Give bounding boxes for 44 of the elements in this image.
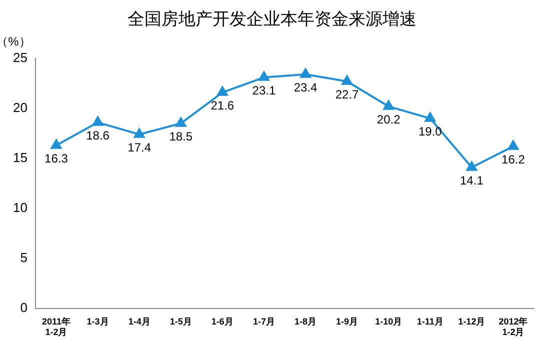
x-tick-label: 1-5月 (170, 316, 192, 326)
data-label: 23.1 (252, 84, 276, 98)
point (424, 112, 436, 122)
point (50, 139, 62, 149)
data-label: 14.1 (460, 174, 484, 188)
x-tick-label: 1-6月 (211, 316, 234, 326)
x-tick-label: 1-7月 (252, 316, 275, 326)
x-tick-label: 2011年 1-2月 (42, 316, 70, 338)
point (176, 117, 186, 127)
data-label: 18.6 (86, 128, 110, 143)
point (383, 100, 394, 110)
point (300, 68, 311, 78)
y-axis-title: （%） (0, 34, 31, 49)
chart-title: 全国房地产开发企业本年资金来源增速 (128, 10, 416, 30)
y-tick-label: 25 (12, 50, 28, 65)
point (258, 71, 270, 81)
x-tick-label: 1-8月 (294, 316, 317, 326)
y-tick-label: 15 (12, 150, 28, 165)
x-tick-label: 1-11月 (416, 316, 444, 326)
x-tick-label: 1-12月 (458, 316, 486, 326)
data-label: 19.0 (418, 124, 442, 139)
x-tick-label: 2012年 1-2月 (498, 316, 528, 338)
x-tick-label: 1-3月 (86, 316, 109, 326)
x-tick-label: 1-10月 (375, 316, 402, 326)
data-label: 20.2 (376, 112, 401, 127)
data-label: 22.7 (335, 88, 360, 102)
data-label: 16.3 (44, 152, 68, 166)
y-tick-label: 10 (12, 200, 28, 215)
y-tick-label: 20 (12, 100, 28, 115)
point (92, 116, 104, 126)
data-label: 16.2 (502, 152, 526, 167)
point (134, 128, 145, 138)
point (217, 86, 228, 96)
y-tick-label: 5 (20, 250, 28, 265)
point (342, 75, 352, 85)
point (508, 140, 519, 150)
data-label: 18.5 (169, 130, 193, 144)
y-tick-label: 0 (20, 300, 28, 315)
data-label: 17.4 (128, 140, 152, 155)
x-tick-label: 1-4月 (128, 316, 150, 326)
x-tick-label: 1-9月 (336, 316, 358, 326)
data-label: 21.6 (210, 98, 234, 113)
point (466, 161, 478, 171)
data-label: 23.4 (294, 80, 318, 95)
